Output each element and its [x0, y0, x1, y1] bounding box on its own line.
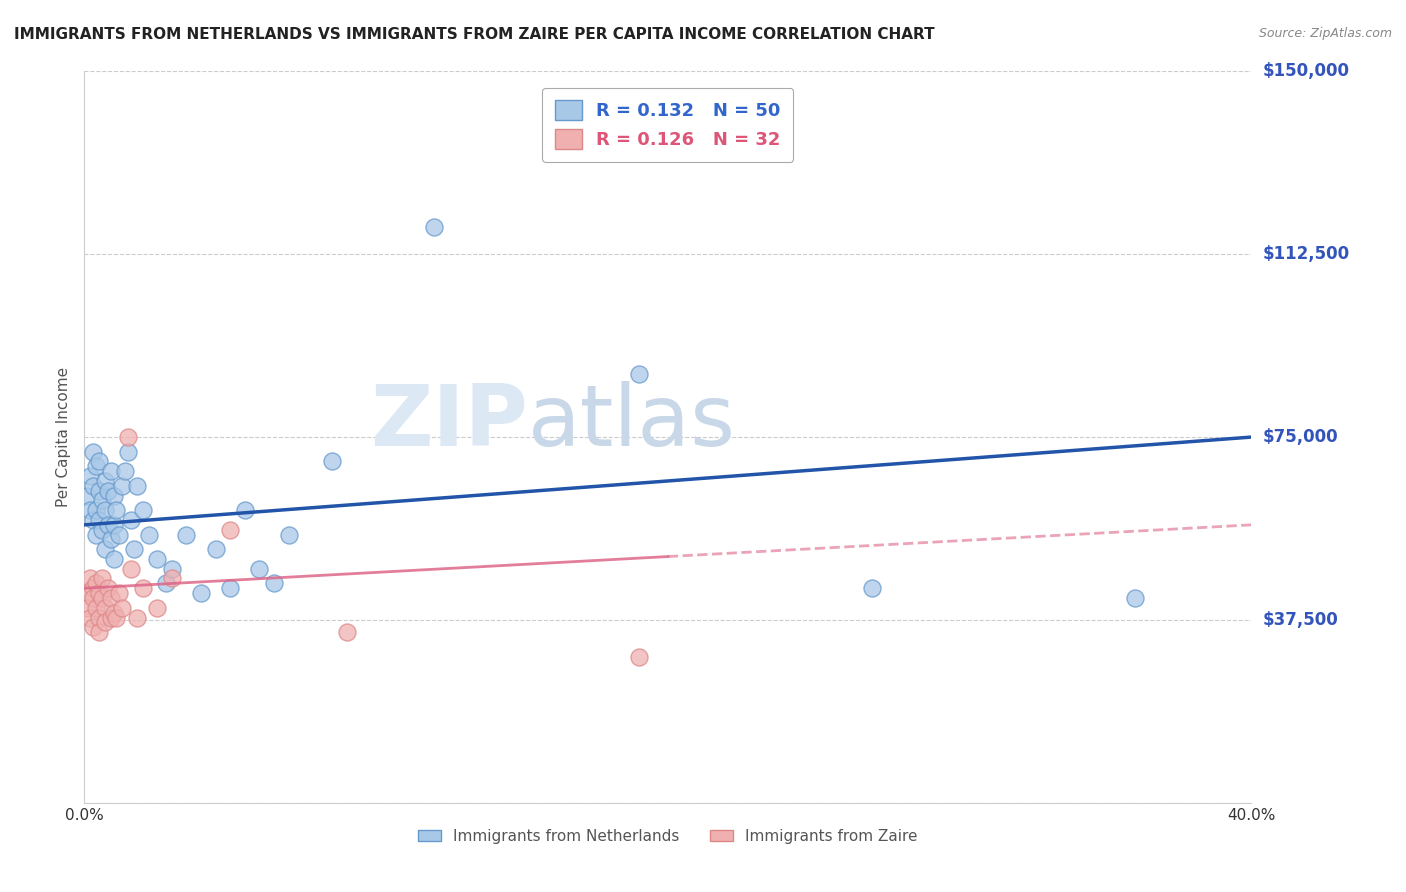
Point: [132, 503, 155, 517]
Text: $37,500: $37,500: [1263, 611, 1339, 629]
Point: [132, 581, 155, 595]
Point: [84, 459, 107, 474]
Point: [84, 576, 107, 591]
Point: [90, 572, 112, 586]
Point: [117, 444, 139, 458]
Point: [94, 600, 117, 615]
Point: [100, 610, 122, 624]
Text: $75,000: $75,000: [1263, 428, 1339, 446]
Point: [76, 489, 98, 503]
Point: [219, 581, 242, 595]
Point: [105, 610, 128, 624]
Point: [321, 454, 343, 468]
Point: [146, 600, 169, 615]
Point: [423, 220, 446, 235]
Point: [79, 469, 101, 483]
Point: [82, 591, 104, 605]
Point: [111, 479, 134, 493]
Text: IMMIGRANTS FROM NETHERLANDS VS IMMIGRANTS FROM ZAIRE PER CAPITA INCOME CORRELATI: IMMIGRANTS FROM NETHERLANDS VS IMMIGRANT…: [14, 27, 935, 42]
Point: [79, 503, 101, 517]
Point: [76, 586, 98, 600]
Point: [100, 591, 122, 605]
Point: [176, 527, 198, 541]
Point: [263, 576, 285, 591]
Point: [87, 513, 110, 527]
Point: [108, 527, 131, 541]
Point: [82, 479, 104, 493]
Point: [76, 600, 98, 615]
Point: [100, 464, 122, 478]
Point: [84, 600, 107, 615]
Point: [103, 489, 125, 503]
Point: [97, 517, 120, 532]
Point: [79, 572, 101, 586]
Point: [94, 503, 117, 517]
Point: [90, 523, 112, 537]
Point: [87, 483, 110, 498]
Point: [122, 542, 145, 557]
Point: [860, 581, 883, 595]
Point: [160, 562, 183, 576]
Point: [103, 517, 125, 532]
Point: [160, 572, 183, 586]
Point: [138, 527, 160, 541]
Point: [120, 562, 142, 576]
Point: [79, 610, 101, 624]
Text: ZIP: ZIP: [370, 381, 527, 464]
Point: [82, 620, 104, 634]
Point: [1123, 591, 1146, 605]
Legend: Immigrants from Netherlands, Immigrants from Zaire: Immigrants from Netherlands, Immigrants …: [412, 822, 924, 850]
Point: [94, 615, 117, 630]
Text: Source: ZipAtlas.com: Source: ZipAtlas.com: [1258, 27, 1392, 40]
Point: [82, 444, 104, 458]
Point: [117, 430, 139, 444]
Point: [82, 581, 104, 595]
Point: [82, 513, 104, 527]
Point: [249, 562, 271, 576]
Point: [90, 591, 112, 605]
Point: [94, 474, 117, 488]
Point: [90, 493, 112, 508]
Point: [219, 523, 242, 537]
Y-axis label: Per Capita Income: Per Capita Income: [56, 367, 72, 508]
Point: [111, 600, 134, 615]
Point: [336, 625, 359, 640]
Point: [233, 503, 256, 517]
Point: [84, 527, 107, 541]
Point: [87, 610, 110, 624]
Point: [204, 542, 226, 557]
Point: [627, 649, 650, 664]
Point: [125, 479, 148, 493]
Point: [97, 581, 120, 595]
Point: [120, 513, 142, 527]
Point: [108, 586, 131, 600]
Point: [94, 542, 117, 557]
Point: [190, 586, 212, 600]
Point: [87, 586, 110, 600]
Point: [125, 610, 148, 624]
Point: [87, 625, 110, 640]
Point: [97, 483, 120, 498]
Text: $112,500: $112,500: [1263, 245, 1350, 263]
Point: [627, 367, 650, 381]
Point: [146, 552, 169, 566]
Point: [114, 464, 136, 478]
Point: [155, 576, 177, 591]
Point: [105, 503, 128, 517]
Point: [100, 533, 122, 547]
Text: $150,000: $150,000: [1263, 62, 1350, 80]
Point: [103, 606, 125, 620]
Point: [84, 503, 107, 517]
Point: [277, 527, 299, 541]
Point: [87, 454, 110, 468]
Point: [103, 552, 125, 566]
Text: atlas: atlas: [527, 381, 735, 464]
